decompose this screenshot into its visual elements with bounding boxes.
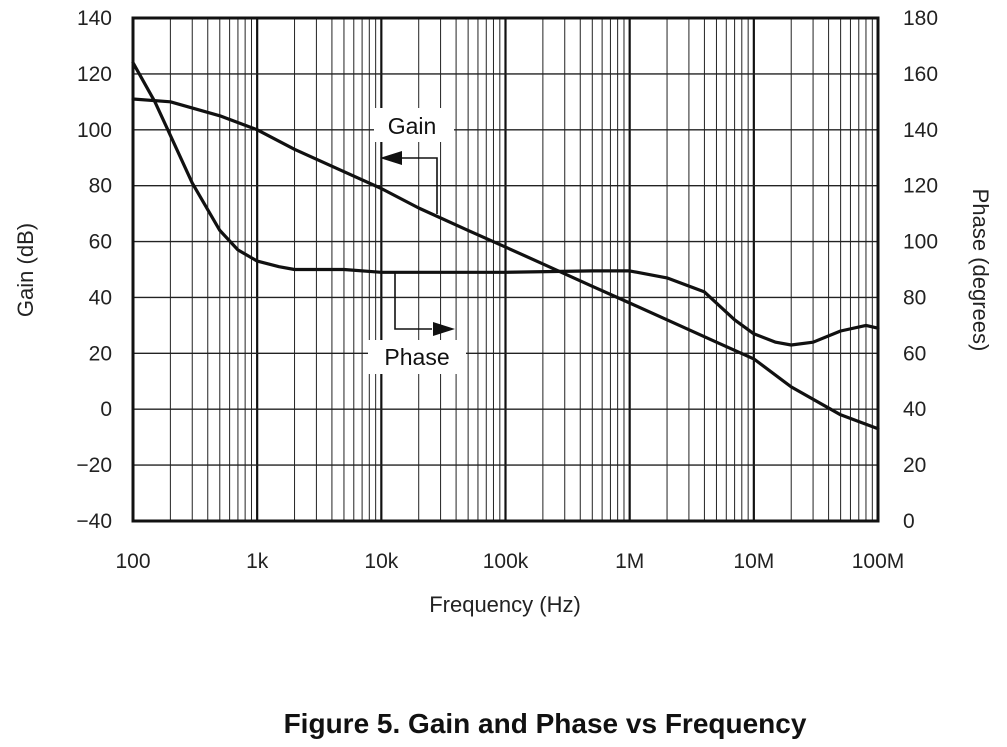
right-y-tick-label: 60 [903,342,926,365]
left-y-tick-label: 140 [77,7,112,30]
right-y-tick-label: 0 [903,510,915,533]
x-tick-label: 1M [615,550,644,573]
left-y-tick-label: 20 [89,342,112,365]
left-y-tick-label: −40 [76,510,112,533]
left-y-tick-label: −20 [76,454,112,477]
right-y-tick-label: 120 [903,175,938,198]
x-tick-label: 100k [483,550,529,573]
gain-label: Gain [388,113,437,139]
x-tick-label: 1k [246,550,269,573]
phase-line [131,61,880,347]
right-y-tick-label: 40 [903,398,926,421]
x-tick-labels: 100 1k 10k 100k 1M 10M 100M [115,550,904,573]
left-y-tick-label: 60 [89,231,112,254]
left-y-tick-label: 40 [89,286,112,309]
x-tick-label: 10k [364,550,398,573]
left-y-axis-title: Gain (dB) [13,223,38,317]
callouts: Gain Phase [368,108,466,374]
right-y-tick-label: 160 [903,63,938,86]
phase-callout-arrowhead [433,322,455,336]
right-y-tick-labels: 180 160 140 120 100 80 60 40 20 0 [903,7,938,533]
right-y-tick-label: 80 [903,286,926,309]
gain-line [131,97,880,431]
right-y-tick-label: 180 [903,7,938,30]
gain-label-bg [374,108,454,142]
grid [131,17,880,522]
left-y-tick-label: 80 [89,175,112,198]
right-y-tick-label: 100 [903,231,938,254]
x-tick-label: 100M [852,550,905,573]
figure-caption: Figure 5. Gain and Phase vs Frequency [284,708,807,739]
left-y-tick-label: 120 [77,63,112,86]
x-axis-title: Frequency (Hz) [429,592,581,617]
plot-frame [131,16,880,523]
x-tick-label: 10M [733,550,774,573]
gain-callout-arrow [400,157,438,214]
x-tick-label: 100 [115,550,150,573]
phase-callout-arrow [394,272,432,330]
left-y-tick-label: 100 [77,119,112,142]
left-y-tick-label: 0 [100,398,112,421]
series-lines [131,61,880,431]
right-y-axis-title: Phase (degrees) [968,189,993,352]
phase-label-bg [368,340,466,374]
left-y-tick-labels: 140 120 100 80 60 40 20 0 −20 −40 [76,7,112,533]
phase-label: Phase [384,344,449,370]
right-y-tick-label: 140 [903,119,938,142]
right-y-tick-label: 20 [903,454,926,477]
gain-callout-arrowhead [380,151,402,165]
